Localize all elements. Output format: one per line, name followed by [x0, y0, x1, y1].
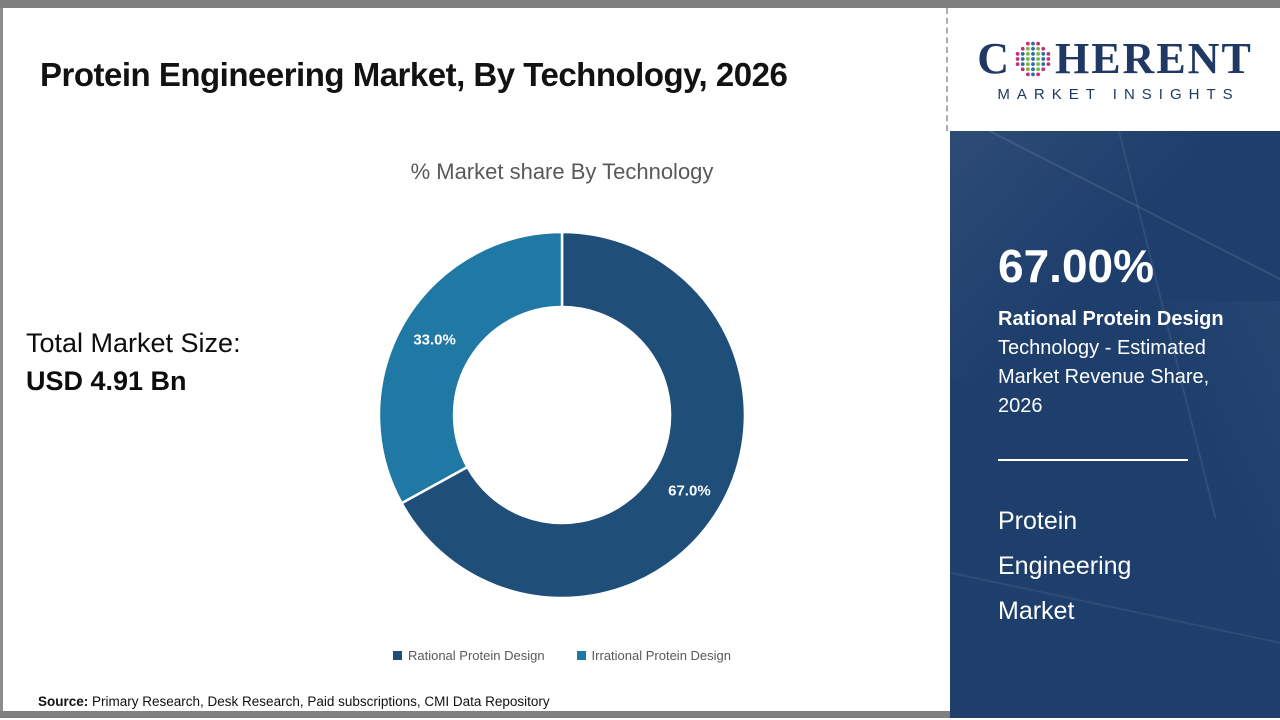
header-dashed-divider [946, 8, 948, 131]
source-text: Primary Research, Desk Research, Paid su… [88, 694, 550, 709]
stat-value: 67.00% [998, 240, 1155, 292]
total-market-size-label: Total Market Size: [26, 328, 241, 358]
donut-chart: 67.0% 33.0% [377, 230, 747, 600]
source-label: Source: [38, 694, 89, 709]
legend-swatch-icon [392, 651, 402, 660]
donut-data-label: 67.0% [668, 482, 711, 499]
coherent-wordmark: C HERENT [977, 33, 1253, 83]
total-market-size-value: USD 4.91 Bn [26, 366, 187, 396]
donut-data-label: 33.0% [413, 332, 456, 349]
total-market-size-block: Total Market Size: USD 4.91 Bn [26, 324, 241, 400]
left-border-bar [0, 8, 3, 711]
logo-subtitle: MARKET INSIGHTS [997, 85, 1240, 103]
legend-item-1: Irrational Protein Design [576, 648, 732, 663]
donut-segment-0 [399, 230, 747, 600]
coherent-globe-icon [1014, 40, 1052, 78]
sidebar-divider [998, 459, 1188, 461]
logo-letters-herent: HERENT [1054, 33, 1253, 83]
stat-description-rest: Technology - Estimated Market Revenue Sh… [998, 337, 1210, 417]
market-name: Protein Engineering Market [998, 507, 1132, 625]
stat-description: Rational Protein Design Technology - Est… [998, 305, 1250, 421]
stat-description-bold: Rational Protein Design [998, 308, 1224, 330]
coherent-logo: C HERENT MARKET INSIGHTS [950, 8, 1280, 131]
donut-segment-1 [377, 230, 564, 505]
bottom-border-bar [0, 711, 1280, 718]
top-border-bar [0, 0, 1280, 8]
source-line: Source: Primary Research, Desk Research,… [38, 694, 550, 709]
logo-letter-c: C [977, 33, 1011, 83]
chart-title: % Market share By Technology [410, 159, 714, 184]
legend-swatch-icon [576, 651, 586, 660]
sidebar-panel: 67.00% Rational Protein Design Technolog… [950, 131, 1280, 718]
legend-label: Rational Protein Design [407, 648, 545, 663]
chart-legend: Rational Protein Design Irrational Protei… [302, 648, 822, 663]
legend-item-0: Rational Protein Design [392, 648, 545, 663]
page-title: Protein Engineering Market, By Technolog… [40, 56, 788, 94]
legend-label: Irrational Protein Design [591, 648, 732, 663]
